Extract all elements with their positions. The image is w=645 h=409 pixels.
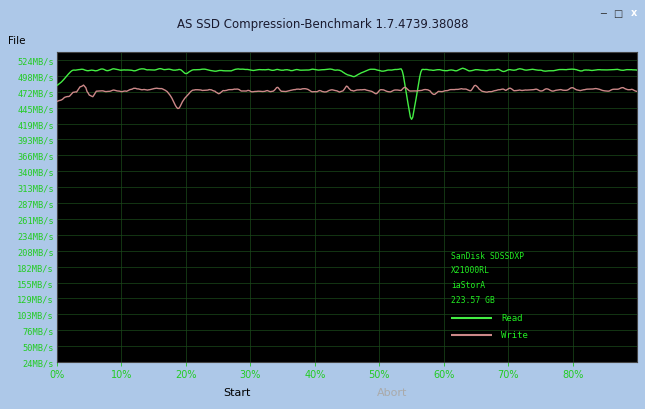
Text: Write: Write [501,330,528,339]
Text: □: □ [613,9,622,19]
Text: Abort: Abort [377,387,407,397]
Text: File: File [8,36,25,45]
Text: X21000RL: X21000RL [451,265,490,274]
Text: SanDisk SDSSDXP: SanDisk SDSSDXP [451,251,524,260]
Text: Read: Read [501,314,522,323]
Text: ─: ─ [600,9,606,19]
Text: 223.57 GB: 223.57 GB [451,295,495,304]
Text: AS SSD Compression-Benchmark 1.7.4739.38088: AS SSD Compression-Benchmark 1.7.4739.38… [177,18,468,31]
Text: iaStorA: iaStorA [451,280,485,289]
Text: Start: Start [223,387,251,397]
Text: x: x [631,8,637,18]
